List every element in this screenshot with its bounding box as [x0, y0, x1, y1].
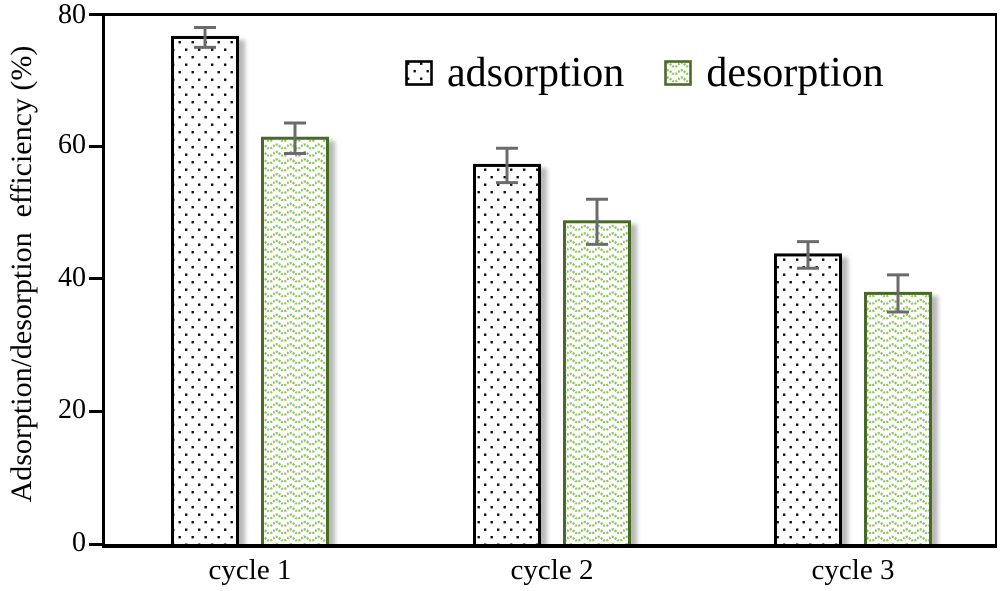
x-tick-label-cycle2: cycle 2	[510, 554, 594, 586]
adsorption-bar-cycle-2	[473, 163, 541, 544]
y-tick-mark	[89, 410, 102, 413]
legend-label-adsorption: adsorption	[447, 50, 625, 96]
desorption-bar-cycle-2	[563, 220, 631, 544]
desorption-pattern-swatch-icon	[664, 60, 693, 86]
legend-entry-adsorption: adsorption	[405, 50, 624, 96]
y-tick-mark	[89, 13, 102, 16]
x-tick-label-cycle1: cycle 1	[208, 554, 292, 586]
adsorption-error-bar-cycle-2	[496, 146, 518, 185]
bars-canvas	[171, 26, 932, 544]
adsorption-pattern-swatch-icon	[405, 60, 433, 86]
y-tick-mark	[89, 144, 102, 148]
plot-area: adsorption desorption	[102, 13, 997, 548]
desorption-bar-cycle-1	[261, 136, 329, 544]
legend-entry-desorption: desorption	[664, 50, 884, 96]
y-tick-label-60: 60	[58, 129, 86, 160]
y-tick-label-0: 0	[72, 527, 86, 558]
desorption-error-bar-cycle-1	[284, 121, 306, 155]
y-tick-label-20: 20	[58, 394, 86, 425]
adsorption-error-bar-cycle-3	[797, 240, 819, 270]
desorption-bar-cycle-3	[864, 291, 932, 544]
y-tick-label-80: 80	[58, 0, 86, 30]
y-tick-mark	[89, 277, 102, 281]
legend: adsorption desorption	[405, 50, 884, 96]
x-tick-label-cycle3: cycle 3	[811, 554, 895, 586]
adsorption-bar-cycle-1	[171, 35, 239, 544]
adsorption-bar-cycle-3	[774, 253, 842, 544]
y-tick-mark	[89, 542, 102, 546]
adsorption-error-bar-cycle-1	[194, 26, 216, 49]
desorption-error-bar-cycle-3	[887, 273, 909, 314]
desorption-error-bar-cycle-2	[586, 197, 608, 246]
legend-label-desorption: desorption	[706, 50, 884, 96]
y-tick-label-40: 40	[58, 262, 86, 293]
